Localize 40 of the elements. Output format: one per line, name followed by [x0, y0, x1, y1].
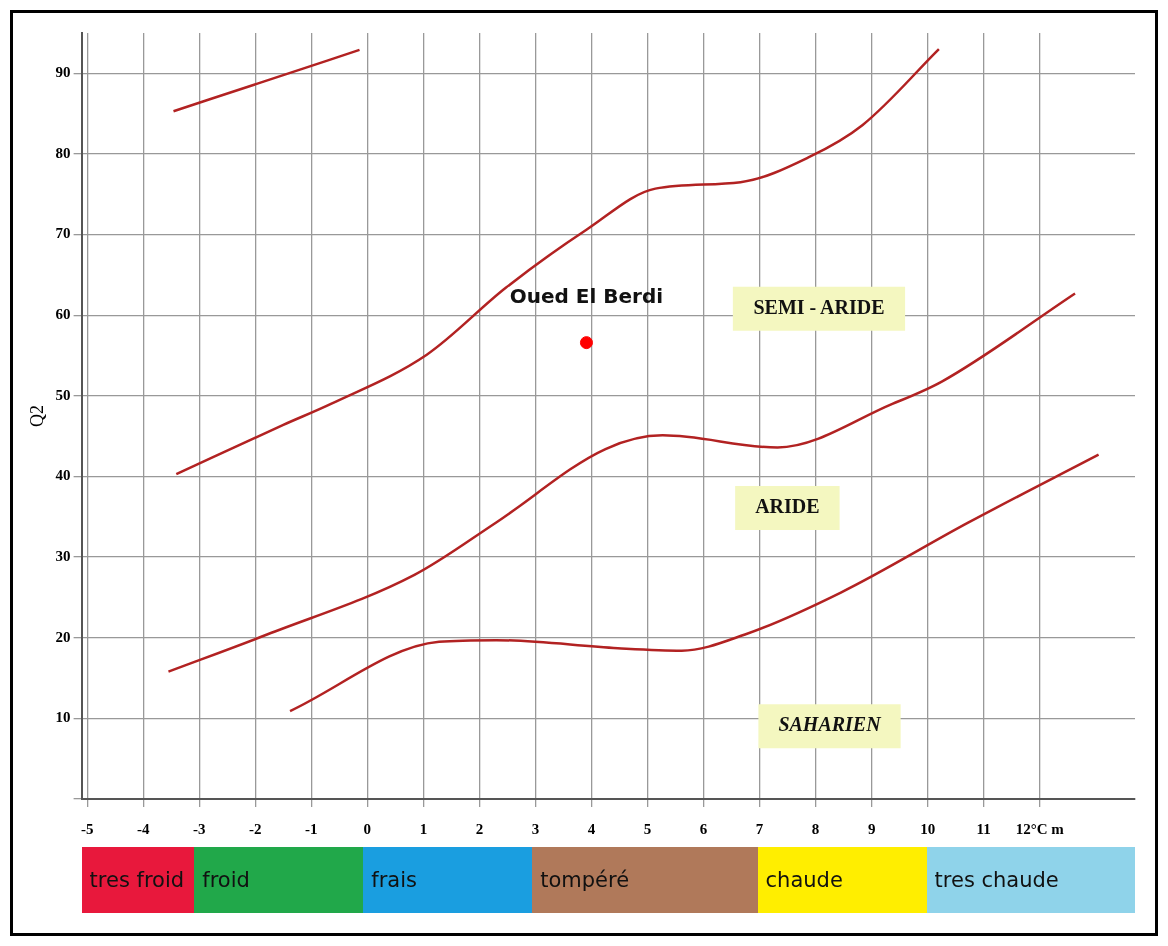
line-series [288, 453, 1100, 713]
x-tick-label: 6 [699, 820, 708, 837]
y-tick-label: 30 [55, 547, 71, 564]
x-tick-label: 7 [755, 820, 764, 837]
temperature-class-strip: tres froid [81, 847, 195, 913]
x-tick-label: 4 [587, 820, 596, 837]
annotation: ARIDE [755, 495, 820, 518]
temperature-class-strip: chaude [757, 847, 927, 913]
annotation: Oued El Berdi [509, 283, 664, 308]
y-tick-label: 60 [55, 306, 71, 323]
x-tick-label: 8 [811, 820, 820, 837]
x-tick-label: -1 [305, 820, 318, 837]
y-axis-title: Q2 [26, 405, 47, 427]
y-tick-label: 20 [55, 628, 71, 645]
y-tick-label: 10 [55, 709, 71, 726]
temperature-class-strip: froid [194, 847, 364, 913]
y-tick-label: 80 [55, 144, 71, 161]
y-tick-label: 50 [55, 386, 71, 403]
y-tick-label: 70 [55, 225, 71, 242]
x-tick-label: 2 [475, 820, 484, 837]
x-tick-label: -5 [80, 820, 94, 837]
temperature-class-strip: tompéré [532, 847, 758, 913]
x-tick-label: 11 [976, 820, 991, 837]
x-tick-label: -4 [136, 820, 150, 837]
temperature-class-strip: frais [363, 847, 533, 913]
x-tick-label: 5 [643, 820, 652, 837]
x-tick-label: 10 [920, 820, 936, 837]
temperature-class-strip: tres chaude [926, 847, 1135, 913]
x-tick-label: 1 [419, 820, 428, 837]
x-tick-label: 12°C m [1015, 820, 1065, 837]
annotation: SAHARIEN [778, 713, 883, 736]
y-tick-label: 40 [55, 467, 71, 484]
x-tick-label: 9 [867, 820, 876, 837]
x-tick-label: 0 [363, 820, 372, 837]
x-tick-label: 3 [531, 820, 540, 837]
line-series [175, 47, 941, 476]
x-tick-label: -3 [193, 820, 206, 837]
y-tick-label: 90 [55, 64, 71, 81]
annotation: SEMI - ARIDE [753, 295, 885, 318]
x-tick-label: -2 [249, 820, 262, 837]
